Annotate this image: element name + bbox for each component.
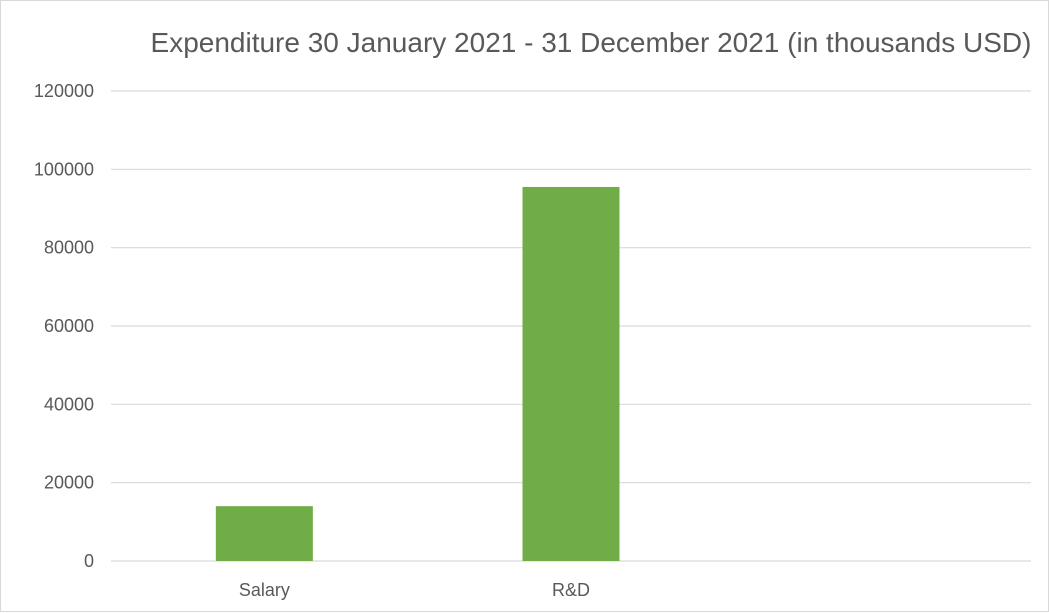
y-tick-label: 0 xyxy=(84,551,94,571)
y-tick-label: 20000 xyxy=(44,473,94,493)
bar-salary xyxy=(215,506,313,561)
y-tick-label: 120000 xyxy=(34,81,94,101)
y-tick-label: 40000 xyxy=(44,394,94,414)
y-tick-label: 60000 xyxy=(44,316,94,336)
x-category-label: R&D xyxy=(552,580,590,600)
y-tick-label: 80000 xyxy=(44,238,94,258)
x-category-label: Salary xyxy=(239,580,290,600)
y-tick-label: 100000 xyxy=(34,159,94,179)
chart-title: Expenditure 30 January 2021 - 31 Decembe… xyxy=(150,27,1032,58)
bar-r-and-d xyxy=(522,186,620,562)
